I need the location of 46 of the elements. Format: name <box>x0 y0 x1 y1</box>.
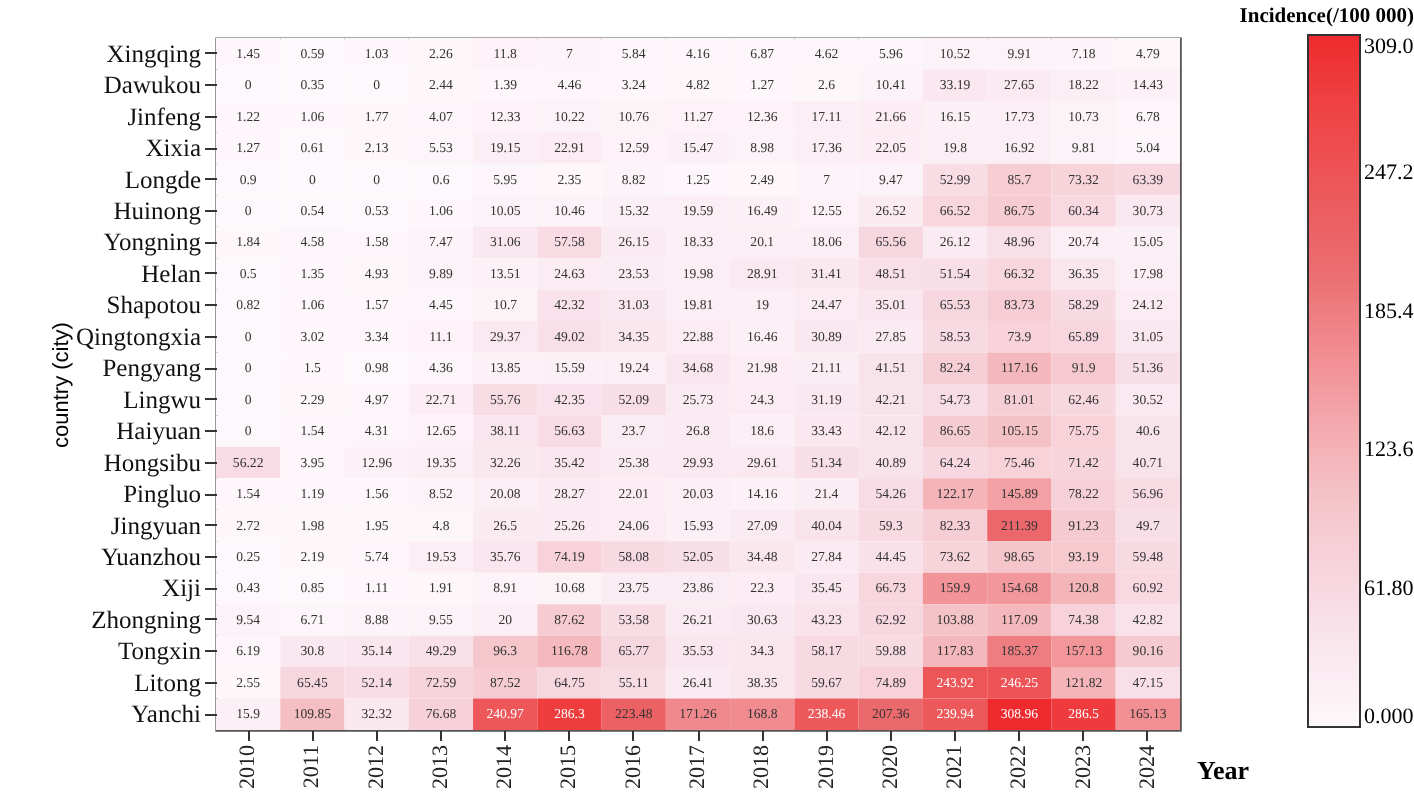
x-tick-label: 2023 <box>1071 744 1096 789</box>
x-tick-label: 2017 <box>686 744 710 789</box>
x-tick-label: 2019 <box>814 744 839 789</box>
x-tick-label: 2024 <box>1135 744 1160 789</box>
x-tick-label: 2021 <box>943 745 968 789</box>
color-bar-label: 0.000 <box>1364 705 1414 729</box>
color-bar-label: 247.2 <box>1364 161 1414 186</box>
y-tick-label: Lingwu <box>123 385 203 414</box>
x-tick-label: 2014 <box>493 744 518 789</box>
x-tick-label: 2012 <box>364 745 389 789</box>
y-tick-label: Zhongning <box>91 605 203 634</box>
y-tick-label: Xiji <box>162 574 203 603</box>
x-tick-label: 2013 <box>428 744 453 789</box>
y-tick-label: Pengyang <box>102 354 203 383</box>
y-tick-label: Helan <box>141 259 203 288</box>
y-tick-label: Shapotou <box>106 291 203 320</box>
color-bar-label: 185.4 <box>1364 299 1414 324</box>
y-tick-label: Dawukou <box>103 71 203 100</box>
y-tick-label: Yanchi <box>131 700 203 729</box>
y-tick-label: Jinfeng <box>127 102 203 131</box>
y-tick-label: Xingqing <box>106 39 203 68</box>
y-tick-label: Qingtongxia <box>76 322 202 351</box>
x-tick-label: 2018 <box>750 744 775 789</box>
x-axis-title: Year <box>1197 755 1250 785</box>
y-tick-label: Xixia <box>145 134 202 163</box>
color-bar-label: 123.6 <box>1364 438 1414 463</box>
y-tick-label: Yongning <box>103 228 203 257</box>
x-tick-label: 2011 <box>300 745 325 789</box>
x-tick-label: 2015 <box>557 744 582 789</box>
y-tick-label: Longde <box>124 165 202 194</box>
y-tick-label: Haiyuan <box>116 417 203 446</box>
y-tick-label: Litong <box>134 668 203 697</box>
y-tick-label: Jingyuan <box>110 511 203 540</box>
y-tick-label: Huinong <box>113 197 203 225</box>
color-bar-title: Incidence(/100 000) <box>1239 6 1414 28</box>
x-tick-label: 2016 <box>621 744 646 789</box>
y-tick-label: Tongxin <box>118 637 203 666</box>
x-tick-label: 2022 <box>1007 745 1032 789</box>
color-bar-label: 61.80 <box>1364 576 1414 601</box>
y-tick-label: Yuanzhou <box>101 543 203 571</box>
x-tick-label: 2010 <box>236 744 261 789</box>
x-tick-label: 2020 <box>878 744 903 789</box>
y-tick-label: Pingluo <box>123 480 201 509</box>
y-tick-label: Hongsibu <box>103 448 203 477</box>
y-axis-title: country (city) <box>50 322 75 448</box>
color-bar-label: 309.0 <box>1364 35 1414 59</box>
